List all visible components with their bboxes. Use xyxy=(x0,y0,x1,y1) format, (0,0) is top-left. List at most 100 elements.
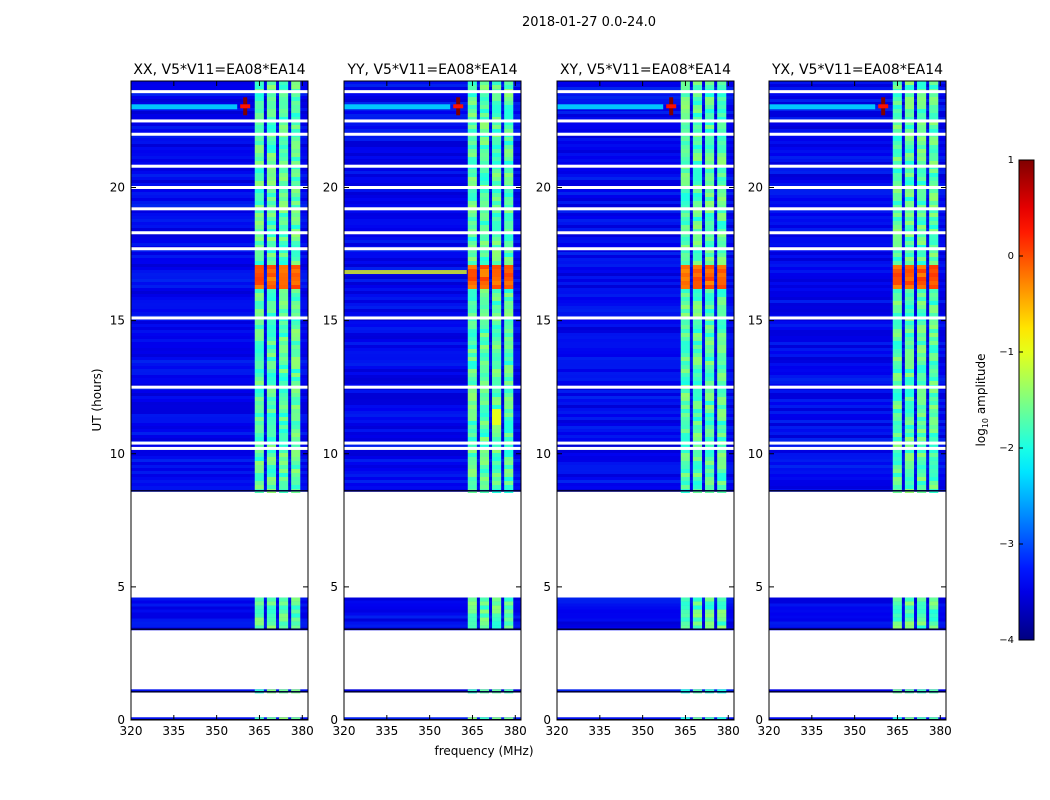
band-cell xyxy=(692,213,703,217)
band-cell xyxy=(917,601,927,606)
data-row xyxy=(344,159,521,162)
band-cell xyxy=(279,337,289,341)
data-row xyxy=(557,603,734,607)
band-cell xyxy=(904,413,915,417)
band-cell xyxy=(467,625,477,630)
band-cell xyxy=(680,345,690,349)
band-cell xyxy=(917,413,927,417)
band-cell xyxy=(504,465,514,469)
band-cell xyxy=(680,461,690,465)
data-row xyxy=(344,399,521,402)
band-cell xyxy=(929,217,939,221)
band-cell xyxy=(266,161,277,165)
band-cell xyxy=(279,117,289,121)
band-cell xyxy=(467,293,477,297)
band-cell xyxy=(904,293,915,297)
band-cell xyxy=(904,249,915,253)
band-cell xyxy=(492,97,502,101)
data-row xyxy=(131,363,308,366)
band-cell xyxy=(492,105,502,109)
band-cell xyxy=(266,197,277,201)
band-cell xyxy=(266,81,277,85)
band-cell xyxy=(929,221,939,225)
band-cell xyxy=(266,473,277,477)
data-row xyxy=(131,183,308,186)
band-cell xyxy=(717,369,727,373)
band-cell xyxy=(492,237,502,241)
band-cell xyxy=(705,485,715,489)
band-cell xyxy=(717,333,727,337)
band-cell xyxy=(929,309,939,313)
band-cell xyxy=(692,193,703,197)
band-cell xyxy=(929,393,939,397)
band-cell xyxy=(717,237,727,241)
band-cell xyxy=(492,353,502,357)
band-cell xyxy=(917,429,927,433)
band-cell xyxy=(504,105,514,109)
y-tick-label: 0 xyxy=(755,713,763,727)
band-cell xyxy=(904,717,915,720)
band-cell xyxy=(680,417,690,421)
band-cell xyxy=(504,381,514,385)
band-cell xyxy=(279,621,289,626)
y-tick-label: 10 xyxy=(323,447,338,461)
band-cell xyxy=(892,409,902,413)
band-cell xyxy=(892,417,902,421)
data-row xyxy=(769,276,946,279)
band-cell xyxy=(279,421,289,425)
band-cell xyxy=(504,233,514,237)
band-cell xyxy=(492,429,502,433)
band-cell xyxy=(279,153,289,157)
data-row xyxy=(344,162,521,165)
data-row xyxy=(131,372,308,375)
band-cell xyxy=(504,245,514,249)
data-row xyxy=(769,279,946,282)
band-cell xyxy=(892,405,902,409)
band-cell xyxy=(692,433,703,437)
data-row xyxy=(131,342,308,345)
data-row xyxy=(557,216,734,219)
band-cell xyxy=(892,401,902,405)
band-cell xyxy=(467,409,477,413)
band-cell xyxy=(705,393,715,397)
band-cell xyxy=(479,717,490,720)
data-row xyxy=(769,417,946,420)
band-cell xyxy=(492,141,502,145)
data-row xyxy=(769,621,946,625)
band-cell xyxy=(929,173,939,177)
band-cell xyxy=(892,333,902,337)
band-cell xyxy=(680,613,690,618)
band-cell xyxy=(705,613,715,618)
data-row xyxy=(557,405,734,408)
band-cell xyxy=(291,289,301,293)
y-tick-label: 10 xyxy=(536,447,551,461)
band-cell xyxy=(479,341,490,345)
data-row xyxy=(344,360,521,363)
band-cell xyxy=(904,81,915,85)
band-cell xyxy=(504,613,514,618)
data-row xyxy=(557,459,734,462)
band-cell xyxy=(254,321,264,325)
band-cell xyxy=(929,193,939,197)
block-edge xyxy=(769,490,946,492)
band-cell xyxy=(279,193,289,197)
band-cell xyxy=(467,173,477,177)
band-cell xyxy=(892,621,902,626)
band-cell xyxy=(467,337,477,341)
data-row xyxy=(557,87,734,90)
band-cell xyxy=(492,377,502,381)
band-cell xyxy=(291,313,301,317)
band-cell xyxy=(917,609,927,614)
band-cell xyxy=(705,137,715,141)
band-cell xyxy=(291,217,301,221)
band-cell xyxy=(917,437,927,441)
band-cell xyxy=(904,241,915,245)
band-cell xyxy=(279,597,289,602)
band-cell xyxy=(254,397,264,401)
band-cell xyxy=(705,281,715,285)
data-row xyxy=(344,219,521,222)
flagged-gap xyxy=(557,231,734,235)
data-row xyxy=(557,324,734,327)
band-cell xyxy=(892,481,902,485)
band-cell xyxy=(705,149,715,153)
